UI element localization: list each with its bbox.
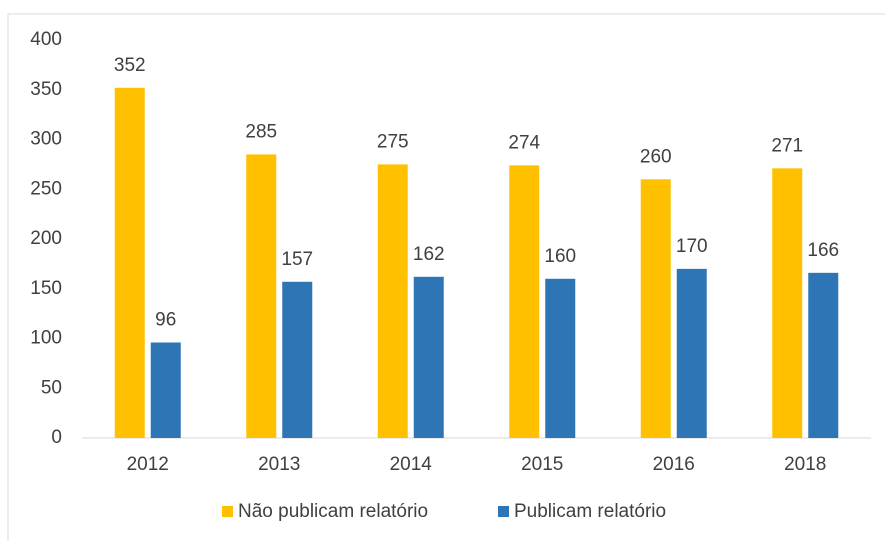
- y-tick-label: 250: [30, 178, 62, 199]
- legend-swatch: [222, 506, 233, 517]
- bar: [413, 276, 444, 438]
- value-label: 160: [544, 246, 576, 267]
- value-label: 96: [155, 309, 176, 330]
- bar: [772, 168, 803, 439]
- bar: [640, 179, 671, 439]
- legend-label: Não publicam relatório: [238, 501, 428, 522]
- value-label: 274: [508, 132, 540, 153]
- x-tick-label: 2013: [258, 454, 300, 475]
- value-label: 162: [413, 244, 445, 265]
- bar: [150, 342, 181, 438]
- chart-frame: [7, 13, 885, 541]
- value-label: 170: [676, 236, 708, 257]
- y-tick-label: 200: [30, 228, 62, 249]
- x-tick-label: 2016: [653, 454, 695, 475]
- value-label: 157: [281, 249, 313, 270]
- bar: [676, 268, 707, 438]
- value-label: 285: [245, 121, 277, 142]
- y-tick-label: 50: [41, 377, 62, 398]
- value-label: 271: [771, 135, 803, 156]
- x-tick-label: 2014: [390, 454, 433, 475]
- value-label: 352: [114, 55, 146, 76]
- value-label: 260: [640, 146, 672, 167]
- bar: [545, 278, 576, 438]
- y-tick-label: 150: [30, 278, 62, 299]
- y-tick-label: 300: [30, 129, 62, 150]
- y-tick-label: 100: [30, 328, 62, 349]
- value-label: 275: [377, 131, 409, 152]
- y-tick-label: 400: [30, 29, 62, 50]
- y-tick-label: 350: [30, 79, 62, 100]
- y-tick-label: 0: [51, 427, 62, 448]
- bar: [509, 165, 540, 438]
- bar: [114, 87, 145, 438]
- x-tick-label: 2018: [784, 454, 826, 475]
- bar: [282, 281, 313, 438]
- x-tick-label: 2012: [127, 454, 169, 475]
- bar: [246, 154, 277, 439]
- value-label: 166: [807, 240, 839, 261]
- legend-swatch: [498, 506, 509, 517]
- bar: [808, 272, 839, 438]
- legend-label: Publicam relatório: [514, 501, 666, 522]
- x-tick-label: 2015: [521, 454, 563, 475]
- bar: [377, 164, 408, 438]
